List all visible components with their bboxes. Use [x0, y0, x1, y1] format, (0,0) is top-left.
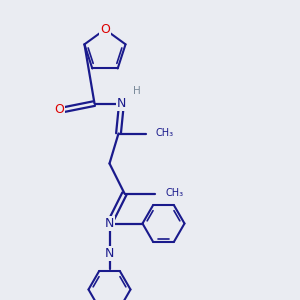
Text: N: N	[117, 97, 126, 110]
Text: CH₃: CH₃	[156, 128, 174, 139]
Text: N: N	[105, 217, 114, 230]
Text: O: O	[100, 23, 110, 36]
Text: CH₃: CH₃	[165, 188, 183, 199]
Text: O: O	[54, 103, 64, 116]
Text: H: H	[133, 86, 140, 97]
Text: N: N	[105, 247, 114, 260]
